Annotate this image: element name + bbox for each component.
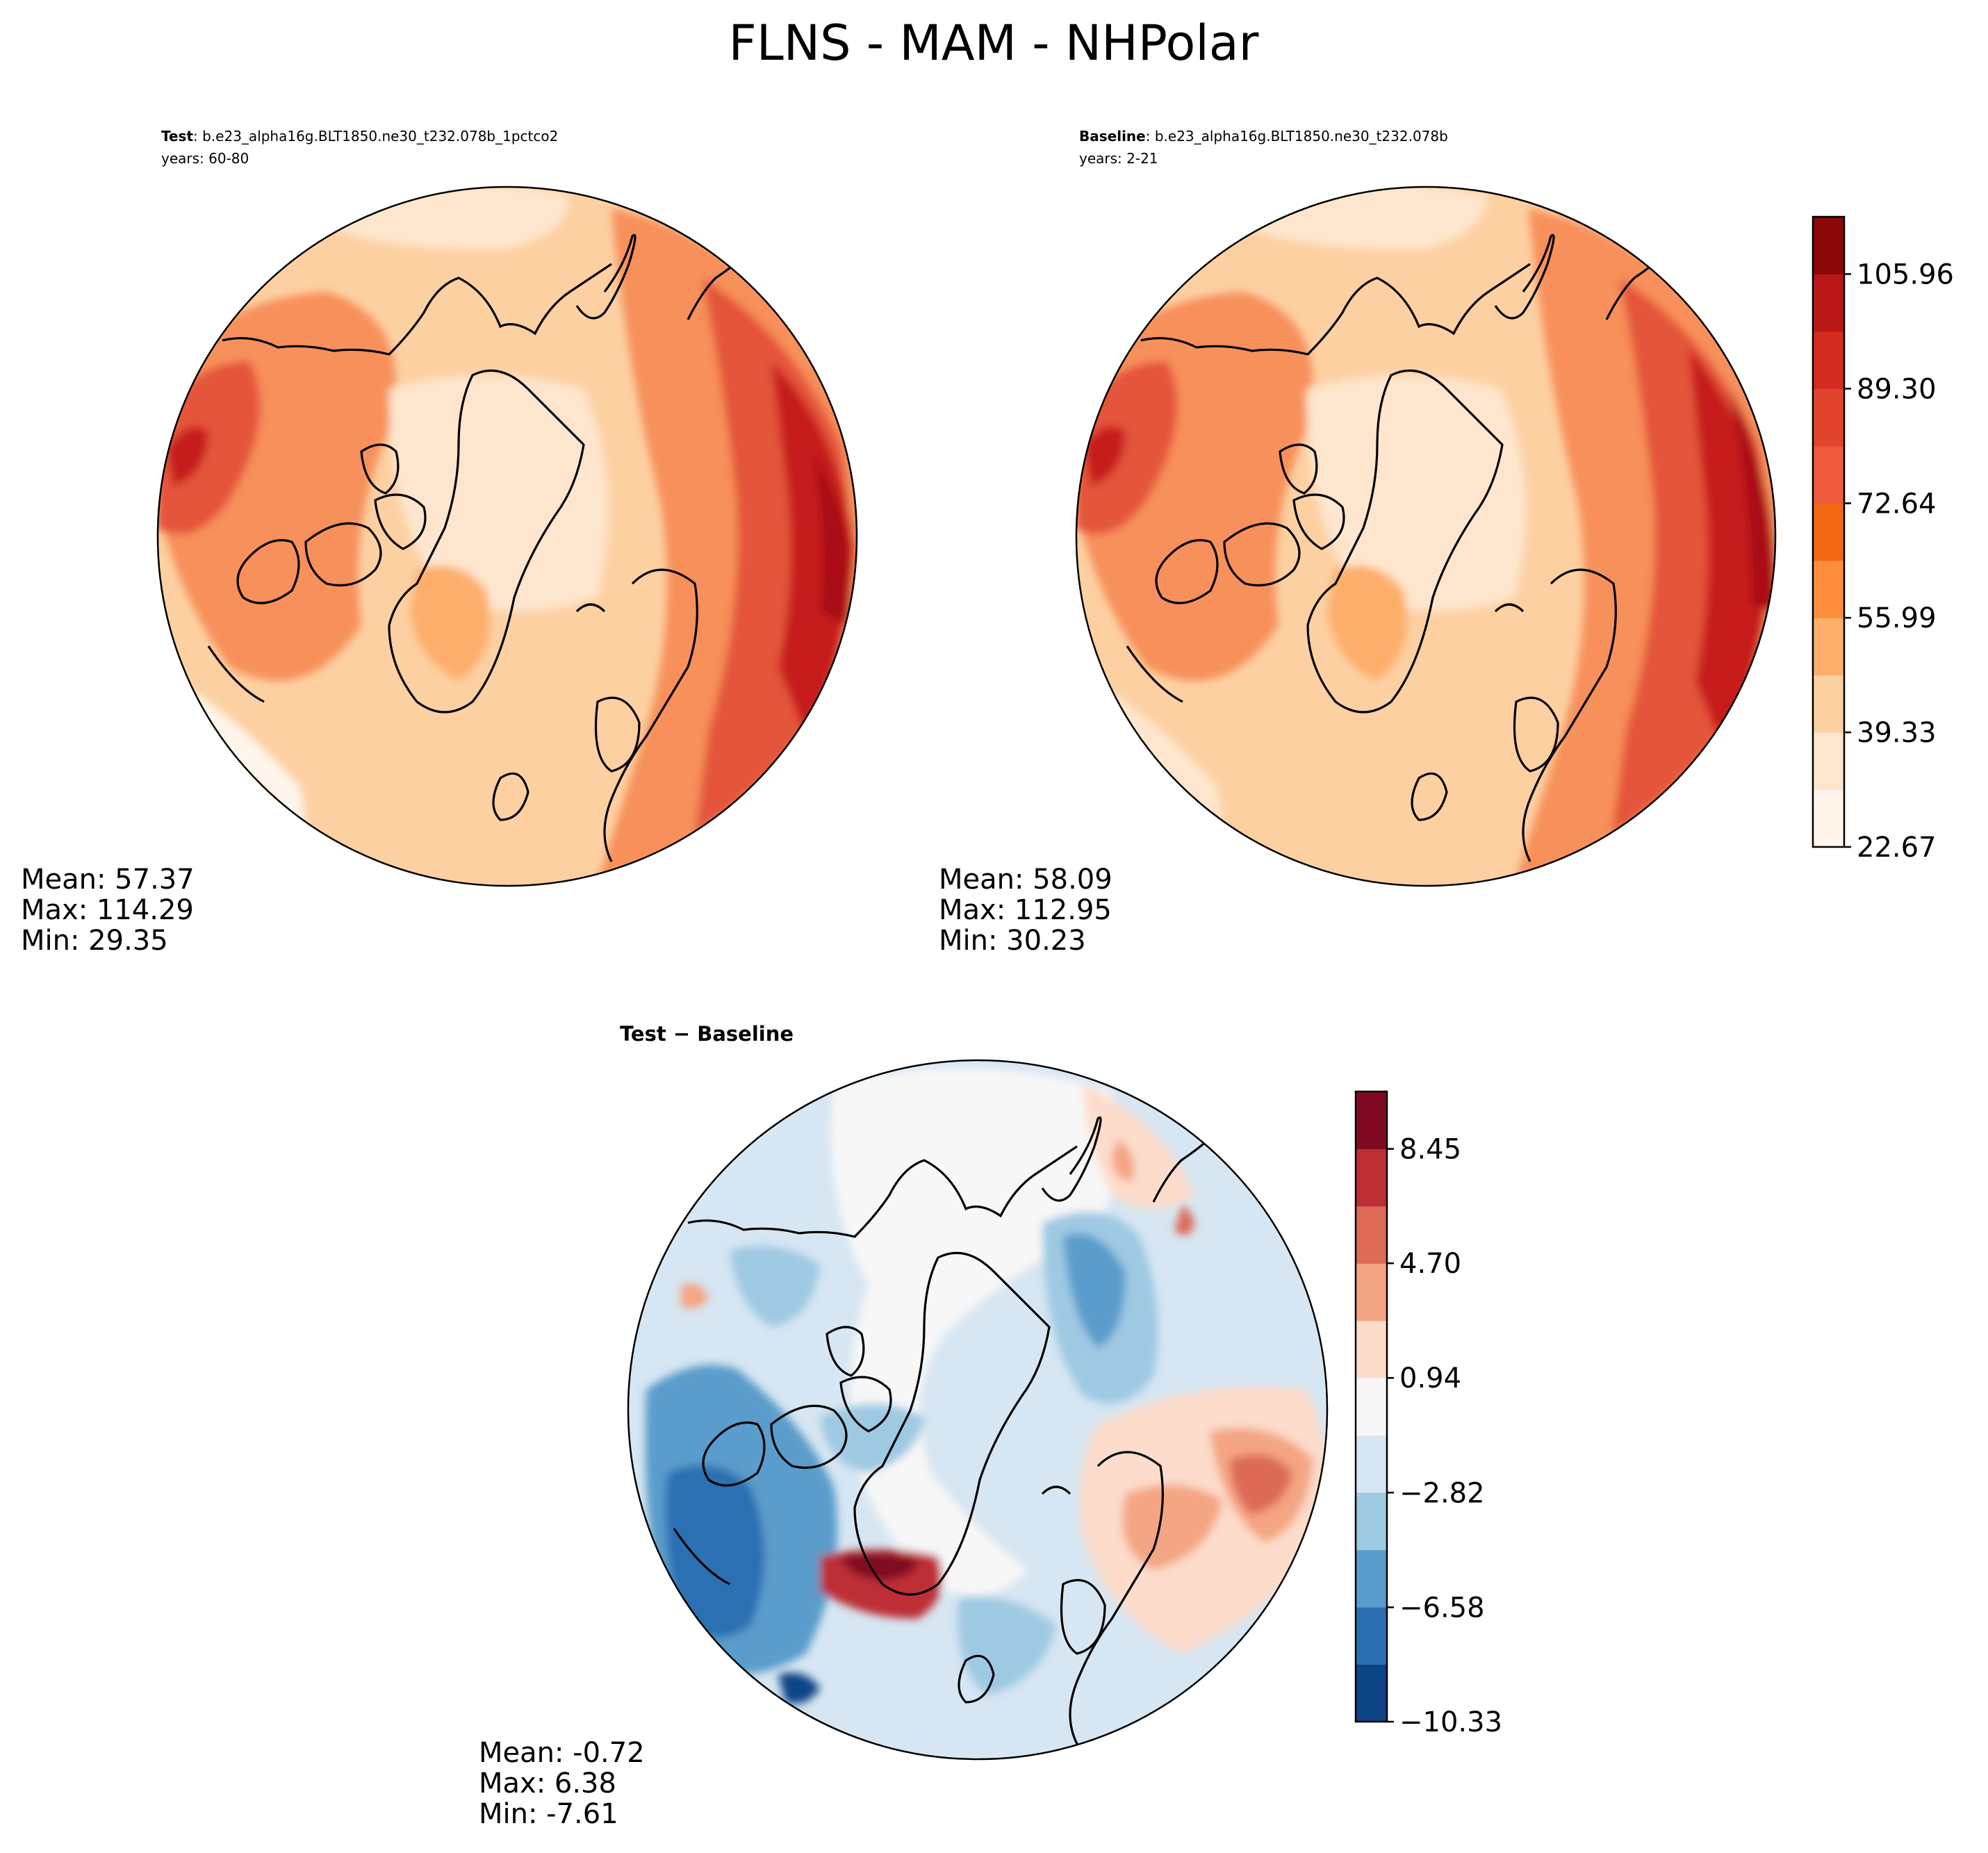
baseline-label-bold: Baseline: [1079, 128, 1146, 145]
diff-colorbar-swatch: [1356, 1205, 1387, 1264]
diff-colorbar-tick-label: −10.33: [1399, 1706, 1502, 1738]
reds-colorbar: 22.67 39.33 55.99 72.64 89.30 105.96: [1812, 215, 1954, 864]
diff-colorbar-tick-label: −6.58: [1399, 1592, 1485, 1624]
baseline-stat-min: Min: 30.23: [939, 925, 1086, 957]
diff-map-border: [627, 1059, 1329, 1761]
baseline-map-border: [1075, 186, 1777, 887]
test-panel-label: Test: b.e23_alpha16g.BLT1850.ne30_t232.0…: [161, 128, 558, 145]
reds-colorbar-swatch: [1813, 388, 1844, 447]
test-coastlines: [207, 233, 752, 862]
figure-title: FLNS - MAM - NHPolar: [729, 15, 1259, 72]
diff-colorbar-tick-label: 0.94: [1399, 1362, 1461, 1394]
reds-colorbar-frame: [1812, 215, 1846, 848]
diff-colorbar-swatch: [1356, 1092, 1387, 1149]
test-stat-min: Min: 29.35: [21, 925, 168, 957]
reds-colorbar-tick-label: 105.96: [1857, 258, 1954, 290]
diff-stat-min: Min: -7.61: [479, 1798, 618, 1830]
diff-colorbar-swatch: [1356, 1435, 1387, 1493]
reds-colorbar-tick-label: 39.33: [1857, 717, 1937, 749]
reds-colorbar-swatch: [1813, 618, 1844, 676]
reds-colorbar-swatch: [1813, 503, 1844, 561]
diff-colorbar-swatch: [1356, 1492, 1387, 1551]
diff-colorbar-tick-label: 8.45: [1399, 1134, 1461, 1166]
test-label-case: : b.e23_alpha16g.BLT1850.ne30_t232.078b_…: [193, 128, 558, 145]
reds-colorbar-tick-label: 55.99: [1857, 602, 1937, 634]
diff-colorbar-swatch: [1356, 1148, 1387, 1207]
diff-stat-mean: Mean: -0.72: [479, 1737, 645, 1769]
diff-colorbar-frame: [1354, 1090, 1388, 1723]
reds-colorbar-swatch: [1813, 217, 1844, 274]
diff-colorbar: −10.33 −6.58 −2.82 0.94 4.70 8.45: [1354, 1090, 1502, 1738]
diff-colorbar-swatch: [1356, 1607, 1387, 1665]
diff-colorbar-swatch: [1356, 1378, 1387, 1436]
reds-colorbar-tick-label: 72.64: [1857, 488, 1937, 520]
diff-stat-max: Max: 6.38: [479, 1768, 616, 1800]
diff-colorbar-swatch: [1356, 1549, 1387, 1608]
diff-colorbar-tick-label: −2.82: [1399, 1477, 1485, 1509]
baseline-panel-label: Baseline: b.e23_alpha16g.BLT1850.ne30_t2…: [1079, 128, 1448, 145]
test-map: [158, 187, 857, 886]
diff-colorbar-tick-label: 4.70: [1399, 1248, 1461, 1280]
baseline-label-case: : b.e23_alpha16g.BLT1850.ne30_t232.078b: [1146, 128, 1448, 145]
reds-colorbar-swatch: [1813, 675, 1844, 733]
diff-map: [628, 1060, 1327, 1759]
diff-panel-label: Test − Baseline: [620, 1022, 794, 1046]
reds-colorbar-swatch: [1813, 445, 1844, 504]
test-stat-mean: Mean: 57.37: [21, 864, 195, 896]
baseline-stat-max: Max: 112.95: [939, 894, 1112, 926]
diff-colorbar-swatch: [1356, 1664, 1387, 1722]
diff-colorbar-swatch: [1356, 1320, 1387, 1378]
test-stat-max: Max: 114.29: [21, 894, 194, 926]
reds-colorbar-swatch: [1813, 331, 1844, 389]
baseline-stat-mean: Mean: 58.09: [939, 864, 1112, 896]
baseline-years: years: 2-21: [1079, 150, 1158, 167]
reds-colorbar-tick-label: 89.30: [1857, 373, 1937, 405]
reds-colorbar-swatch: [1813, 789, 1844, 848]
reds-colorbar-swatch: [1813, 732, 1844, 791]
diff-coastlines: [673, 1116, 1217, 1745]
baseline-map: [1076, 187, 1775, 886]
test-label-bold: Test: [161, 128, 193, 145]
test-map-border: [156, 186, 858, 887]
reds-colorbar-tick-label: 22.67: [1857, 832, 1937, 864]
reds-colorbar-swatch: [1813, 274, 1844, 332]
reds-colorbar-swatch: [1813, 560, 1844, 618]
diff-colorbar-swatch: [1356, 1263, 1387, 1321]
test-years: years: 60-80: [161, 150, 249, 167]
baseline-coastlines: [1126, 233, 1670, 862]
